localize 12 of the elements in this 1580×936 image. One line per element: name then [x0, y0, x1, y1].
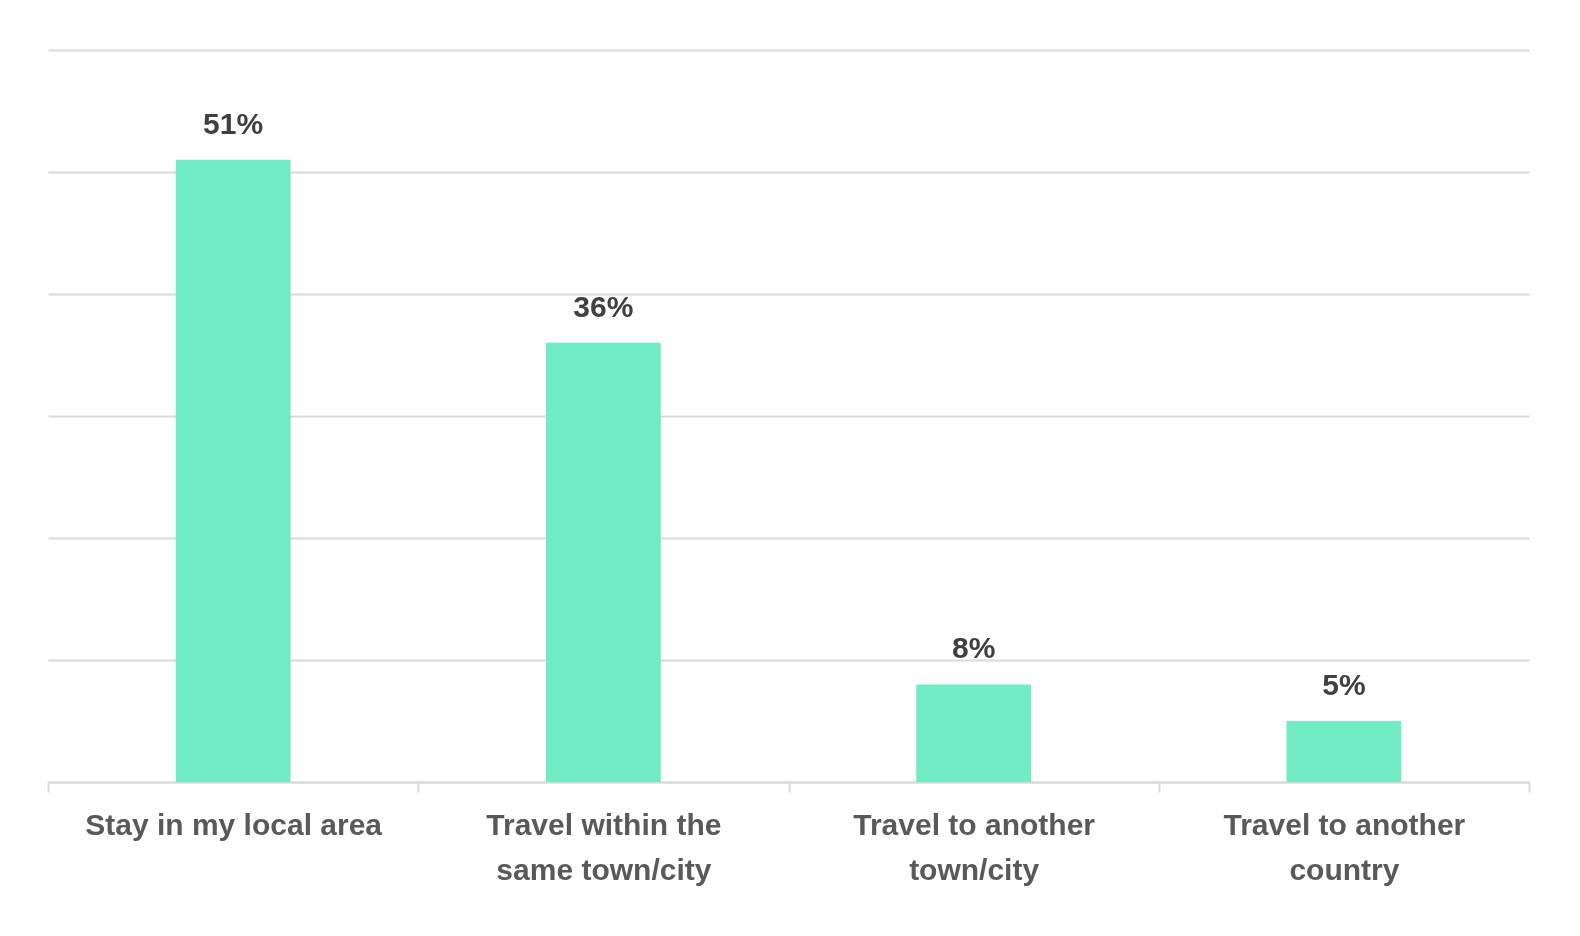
x-tick-label: Travel within the same town/city — [486, 807, 722, 886]
bar — [916, 684, 1032, 782]
bar — [545, 342, 661, 782]
bar — [1286, 721, 1402, 782]
data-label: 8% — [951, 631, 996, 665]
data-label: 36% — [573, 289, 634, 323]
data-label: 5% — [1322, 668, 1366, 701]
bar — [175, 159, 291, 782]
data-label: 51% — [203, 106, 264, 140]
x-tick-label: Stay in my local area — [85, 807, 383, 841]
x-tick-label: Travel to another country — [1223, 807, 1466, 886]
x-tick-label: Travel to another town/city — [853, 807, 1096, 886]
